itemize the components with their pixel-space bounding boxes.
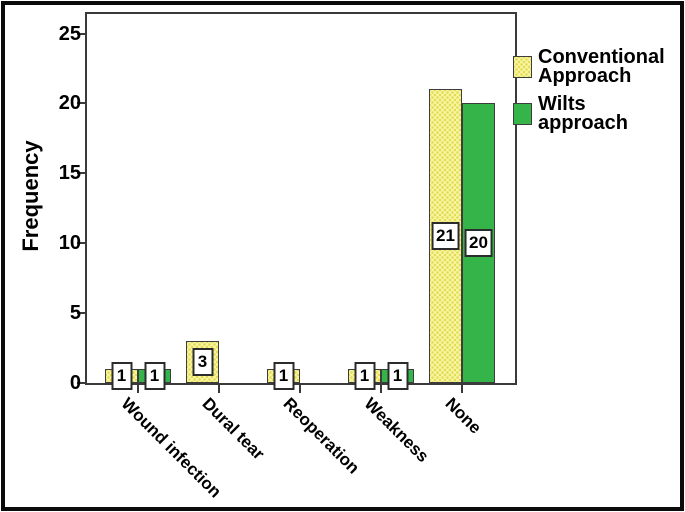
x-tick-label: None	[441, 394, 486, 438]
legend-entry-conventional: Conventional Approach	[513, 47, 685, 87]
legend-label-conventional: Conventional Approach	[538, 46, 665, 87]
y-tick	[77, 172, 85, 175]
y-tick	[77, 102, 85, 105]
y-tick-label: 25	[58, 22, 81, 45]
y-tick-label: 5	[69, 302, 81, 325]
y-tick-label: 10	[58, 232, 81, 255]
x-tick	[137, 385, 139, 393]
bar-value-label: 21	[431, 222, 460, 251]
y-tick	[77, 382, 85, 384]
y-tick	[77, 32, 85, 35]
plot-area: Frequency 0 5 10 15 20 25 Wound infection Dura…	[18, 12, 665, 501]
conventional-approach-swatch	[513, 56, 532, 78]
legend-entry-wilts: Wilts approach	[513, 94, 685, 134]
y-tick-label: 15	[58, 162, 81, 185]
bar-value-label: 3	[192, 348, 213, 377]
x-tick-label: Reoperation	[279, 394, 364, 478]
bar-value-label: 20	[464, 229, 493, 258]
x-tick-label: Dural tear	[198, 394, 269, 464]
bar-value-label: 1	[111, 362, 132, 390]
y-tick-label: 20	[58, 92, 81, 115]
y-tick	[77, 312, 85, 315]
bar-value-label: 1	[354, 362, 375, 390]
x-tick	[299, 385, 301, 393]
y-tick-label: 0	[69, 372, 81, 394]
bar-value-label: 1	[387, 362, 408, 390]
bar-value-label: 1	[273, 362, 294, 390]
bar-value-label: 1	[144, 362, 165, 390]
y-tick	[77, 242, 85, 245]
x-tick-label: Weakness	[360, 394, 433, 467]
x-tick	[380, 385, 382, 393]
x-tick	[461, 385, 463, 393]
wilts-approach-swatch	[513, 103, 532, 125]
x-tick	[218, 385, 220, 393]
legend: Conventional Approach Wilts approach	[513, 47, 685, 134]
legend-label-wilts: Wilts approach	[538, 93, 629, 134]
